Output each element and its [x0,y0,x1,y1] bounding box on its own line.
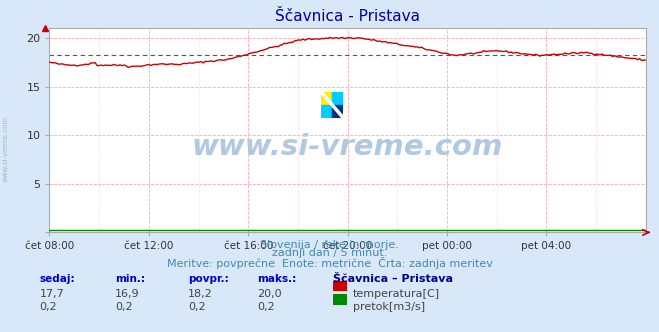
Text: 0,2: 0,2 [188,302,206,312]
Text: sedaj:: sedaj: [40,274,75,284]
Text: Ščavnica – Pristava: Ščavnica – Pristava [333,274,453,284]
Text: maks.:: maks.: [257,274,297,284]
Text: Slovenija / reke in morje.: Slovenija / reke in morje. [260,240,399,250]
Text: 17,7: 17,7 [40,289,65,299]
Title: Ščavnica - Pristava: Ščavnica - Pristava [275,9,420,24]
Text: 20,0: 20,0 [257,289,281,299]
Text: min.:: min.: [115,274,146,284]
Text: 0,2: 0,2 [40,302,57,312]
Text: www.si-vreme.com: www.si-vreme.com [192,133,503,161]
Text: 0,2: 0,2 [115,302,133,312]
Text: 18,2: 18,2 [188,289,213,299]
Text: Meritve: povprečne  Enote: metrične  Črta: zadnja meritev: Meritve: povprečne Enote: metrične Črta:… [167,257,492,269]
Text: 0,2: 0,2 [257,302,275,312]
Text: pretok[m3/s]: pretok[m3/s] [353,302,424,312]
Text: temperatura[C]: temperatura[C] [353,289,440,299]
Text: povpr.:: povpr.: [188,274,229,284]
Text: www.si-vreme.com: www.si-vreme.com [2,116,9,183]
Text: 16,9: 16,9 [115,289,140,299]
Text: zadnji dan / 5 minut.: zadnji dan / 5 minut. [272,248,387,258]
